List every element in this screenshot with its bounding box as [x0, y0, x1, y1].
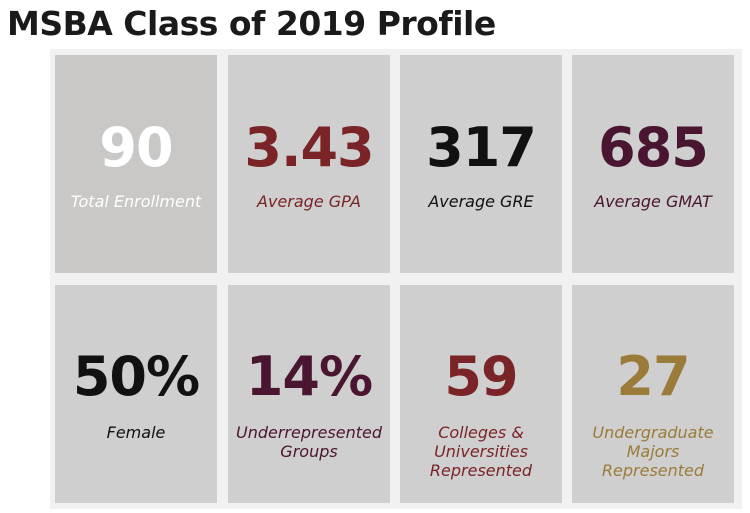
stat-tile-average-gre: 317 Average GRE — [400, 55, 562, 273]
stat-tile-average-gpa: 3.43 Average GPA — [228, 55, 390, 273]
stat-label: Total Enrollment — [70, 192, 202, 211]
stat-value: 14% — [245, 345, 373, 408]
stat-label: Average GRE — [428, 192, 534, 211]
stat-value: 50% — [72, 345, 200, 408]
stat-value: 317 — [426, 116, 537, 179]
stat-value: 685 — [598, 116, 709, 179]
stat-tile-total-enrollment: 90 Total Enrollment — [55, 55, 217, 273]
stat-tile-colleges-universities: 59 Colleges & Universities Represented — [400, 285, 562, 503]
stat-label: Underrepresented Groups — [235, 423, 383, 461]
stat-value: 59 — [444, 345, 518, 408]
stat-value: 3.43 — [244, 116, 374, 179]
stat-label: Undergraduate Majors Represented — [592, 423, 714, 480]
stat-label: Average GMAT — [594, 192, 712, 211]
stat-label: Female — [106, 423, 166, 442]
stat-label: Colleges & Universities Represented — [429, 423, 533, 480]
page-title: MSBA Class of 2019 Profile — [7, 4, 496, 43]
stat-value: 90 — [99, 116, 173, 179]
stat-value: 27 — [616, 345, 690, 408]
stat-label: Average GPA — [257, 192, 361, 211]
stat-tile-female: 50% Female — [55, 285, 217, 503]
stat-tile-average-gmat: 685 Average GMAT — [572, 55, 734, 273]
stats-grid: 90 Total Enrollment 3.43 Average GPA 317… — [50, 49, 742, 509]
stat-tile-undergraduate-majors: 27 Undergraduate Majors Represented — [572, 285, 734, 503]
stat-tile-underrepresented-groups: 14% Underrepresented Groups — [228, 285, 390, 503]
